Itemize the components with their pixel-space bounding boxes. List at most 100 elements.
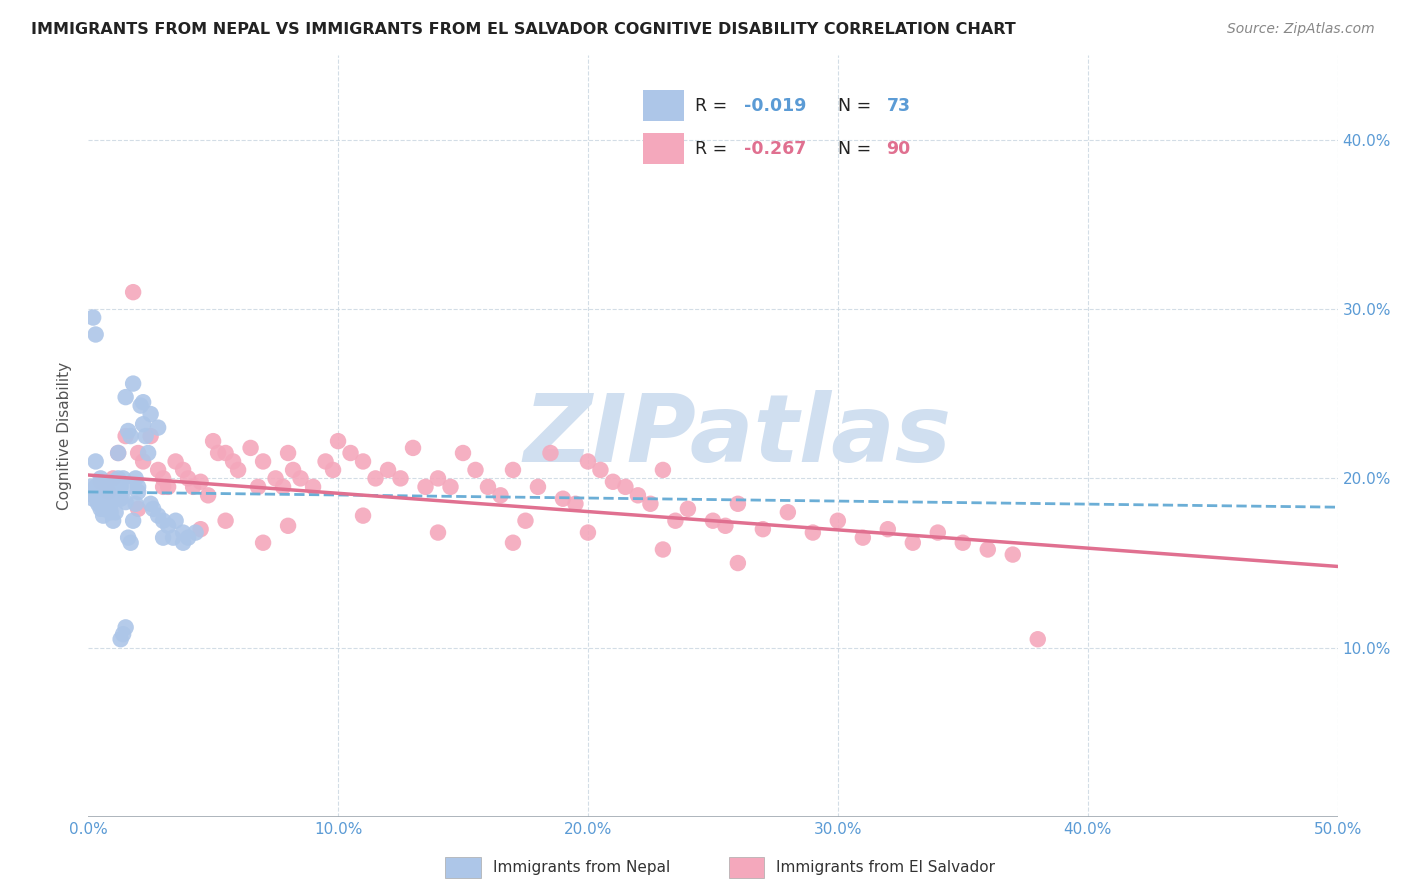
Point [117,424,139,438]
Point [135,429,157,443]
Point [852,531,875,545]
Point [114,390,136,404]
FancyBboxPatch shape [446,856,481,879]
Point [114,429,136,443]
Point [142,501,165,516]
Point [107,480,129,494]
Point [352,508,374,523]
Point [117,480,139,494]
Point [540,446,562,460]
Point [87,497,110,511]
FancyBboxPatch shape [728,856,765,879]
Point [801,525,824,540]
Point [901,535,924,549]
Point [112,627,135,641]
Point [551,491,574,506]
Text: Immigrants from Nepal: Immigrants from Nepal [492,860,669,875]
Point [114,620,136,634]
Point [146,463,169,477]
Point [214,446,236,460]
Point [627,488,650,502]
Point [190,475,212,489]
Point [222,454,245,468]
Point [112,471,135,485]
Point [207,446,229,460]
Point [1001,548,1024,562]
Point [184,525,207,540]
Point [527,480,550,494]
Point [252,454,274,468]
Point [90,475,112,489]
Point [146,420,169,434]
Point [100,497,122,511]
Point [477,480,499,494]
Point [152,471,174,485]
Point [104,505,127,519]
Point [139,407,162,421]
Point [152,480,174,494]
Point [727,497,749,511]
Point [181,480,204,494]
Point [124,471,146,485]
Point [157,518,180,533]
Point [377,463,399,477]
Point [515,514,537,528]
Point [664,514,686,528]
Point [427,525,450,540]
Point [451,446,474,460]
Point [1026,632,1049,647]
Point [136,446,159,460]
Point [97,488,120,502]
Point [576,525,599,540]
Point [190,522,212,536]
Point [84,454,107,468]
Point [122,376,145,391]
Point [277,518,299,533]
Point [202,434,225,449]
Point [239,441,262,455]
Y-axis label: Cognitive Disability: Cognitive Disability [58,362,72,510]
Point [247,480,270,494]
Point [502,535,524,549]
Point [84,480,107,494]
Point [110,632,132,647]
Point [127,501,149,516]
Point [676,501,699,516]
Point [97,497,120,511]
Point [122,514,145,528]
Point [120,429,142,443]
Point [776,505,799,519]
Point [152,514,174,528]
Point [90,501,112,516]
Point [79,480,101,494]
Point [94,485,117,500]
Point [101,471,124,485]
Point [640,497,662,511]
Point [101,491,124,506]
Point [110,491,132,506]
Point [97,485,120,500]
Point [727,556,749,570]
Point [827,514,849,528]
Point [124,497,146,511]
Point [214,514,236,528]
Point [90,475,112,489]
Point [139,497,162,511]
Point [464,463,486,477]
Point [752,522,775,536]
Point [87,485,110,500]
Point [576,454,599,468]
Point [952,535,974,549]
Point [172,463,194,477]
Point [651,463,673,477]
Text: ZIPatlas: ZIPatlas [524,390,952,482]
Point [91,491,114,506]
Point [132,454,155,468]
Point [120,535,142,549]
Point [127,485,149,500]
Point [352,454,374,468]
Point [107,446,129,460]
Point [614,480,637,494]
Point [91,508,114,523]
Point [402,441,425,455]
